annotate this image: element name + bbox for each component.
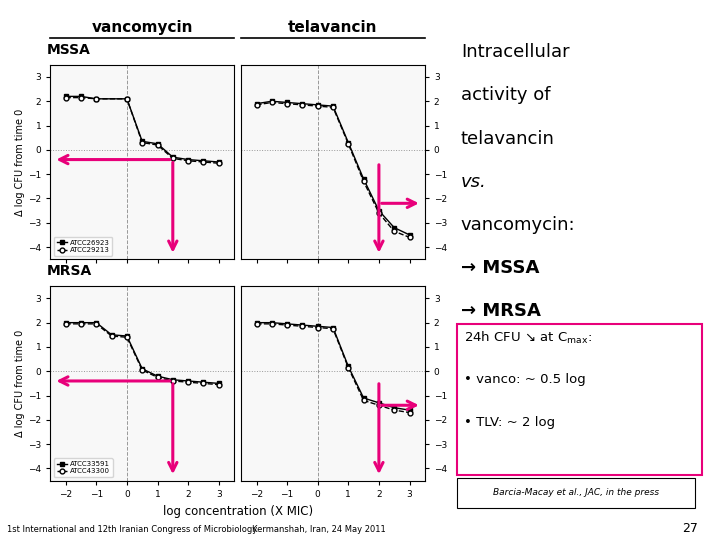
- ATCC29213: [76, 94, 86, 101]
- ATCC29213: [184, 158, 192, 164]
- ATCC43300: [215, 381, 223, 388]
- Text: Intracellular: Intracellular: [461, 43, 570, 61]
- ATCC33591: [153, 373, 162, 379]
- ATCC33591: [76, 319, 86, 326]
- ATCC29213: [168, 155, 177, 161]
- ATCC33591: [107, 332, 116, 338]
- Text: Kermanshah, Iran, 24 May 2011: Kermanshah, Iran, 24 May 2011: [252, 525, 386, 534]
- ATCC43300: [153, 374, 162, 381]
- ATCC33591: [168, 376, 177, 383]
- ATCC29213: [122, 96, 131, 102]
- ATCC29213: [138, 139, 147, 146]
- ATCC26923: [184, 157, 192, 163]
- Text: → MRSA: → MRSA: [461, 302, 541, 320]
- Y-axis label: Δ log CFU from time 0: Δ log CFU from time 0: [15, 109, 25, 215]
- Text: telavancin: telavancin: [288, 20, 378, 35]
- ATCC43300: [61, 321, 70, 327]
- Text: • vanco: ~ 0.5 log: • vanco: ~ 0.5 log: [464, 373, 586, 386]
- ATCC33591: [122, 333, 131, 339]
- ATCC43300: [138, 367, 147, 373]
- ATCC26923: [92, 96, 101, 102]
- ATCC26923: [138, 138, 147, 145]
- Text: vancomycin:: vancomycin:: [461, 216, 575, 234]
- Line: ATCC33591: ATCC33591: [63, 320, 221, 386]
- Text: 24h CFU ↘ at C$_{\mathrm{max}}$:: 24h CFU ↘ at C$_{\mathrm{max}}$:: [464, 329, 593, 346]
- Text: activity of: activity of: [461, 86, 550, 104]
- Text: • TLV: ~ 2 log: • TLV: ~ 2 log: [464, 416, 556, 429]
- ATCC29213: [215, 160, 223, 166]
- ATCC33591: [92, 319, 101, 326]
- Text: Barcia-Macay et al., JAC, in the press: Barcia-Macay et al., JAC, in the press: [493, 488, 659, 497]
- Text: telavancin: telavancin: [461, 130, 554, 147]
- ATCC43300: [122, 334, 131, 341]
- ATCC43300: [76, 321, 86, 327]
- ATCC29213: [153, 141, 162, 148]
- ATCC29213: [61, 94, 70, 101]
- Legend: ATCC26923, ATCC29213: ATCC26923, ATCC29213: [54, 237, 112, 256]
- ATCC43300: [199, 380, 207, 387]
- Text: → MSSA: → MSSA: [461, 259, 539, 277]
- ATCC43300: [168, 378, 177, 384]
- ATCC26923: [215, 159, 223, 165]
- ATCC43300: [107, 333, 116, 339]
- ATCC33591: [61, 319, 70, 326]
- Line: ATCC29213: ATCC29213: [63, 95, 221, 166]
- ATCC29213: [199, 159, 207, 165]
- ATCC33591: [215, 380, 223, 387]
- ATCC33591: [199, 379, 207, 386]
- ATCC43300: [184, 379, 192, 386]
- ATCC26923: [76, 93, 86, 100]
- ATCC33591: [138, 366, 147, 372]
- Text: 1st International and 12th Iranian Congress of Microbiology: 1st International and 12th Iranian Congr…: [7, 525, 258, 534]
- ATCC33591: [184, 378, 192, 384]
- ATCC43300: [92, 321, 101, 327]
- Y-axis label: Δ log CFU from time 0: Δ log CFU from time 0: [15, 330, 25, 437]
- ATCC26923: [122, 96, 131, 102]
- Text: MRSA: MRSA: [47, 264, 92, 278]
- ATCC26923: [168, 154, 177, 160]
- ATCC26923: [153, 140, 162, 147]
- Text: vancomycin: vancomycin: [91, 20, 193, 35]
- Line: ATCC26923: ATCC26923: [63, 94, 221, 165]
- ATCC29213: [92, 96, 101, 102]
- Text: vs.: vs.: [461, 173, 487, 191]
- Text: 27: 27: [683, 522, 698, 535]
- ATCC26923: [199, 158, 207, 164]
- ATCC26923: [61, 93, 70, 100]
- Line: ATCC43300: ATCC43300: [63, 321, 221, 387]
- Text: log concentration (X MIC): log concentration (X MIC): [163, 505, 312, 518]
- Legend: ATCC33591, ATCC43300: ATCC33591, ATCC43300: [54, 458, 112, 477]
- Text: MSSA: MSSA: [47, 43, 91, 57]
